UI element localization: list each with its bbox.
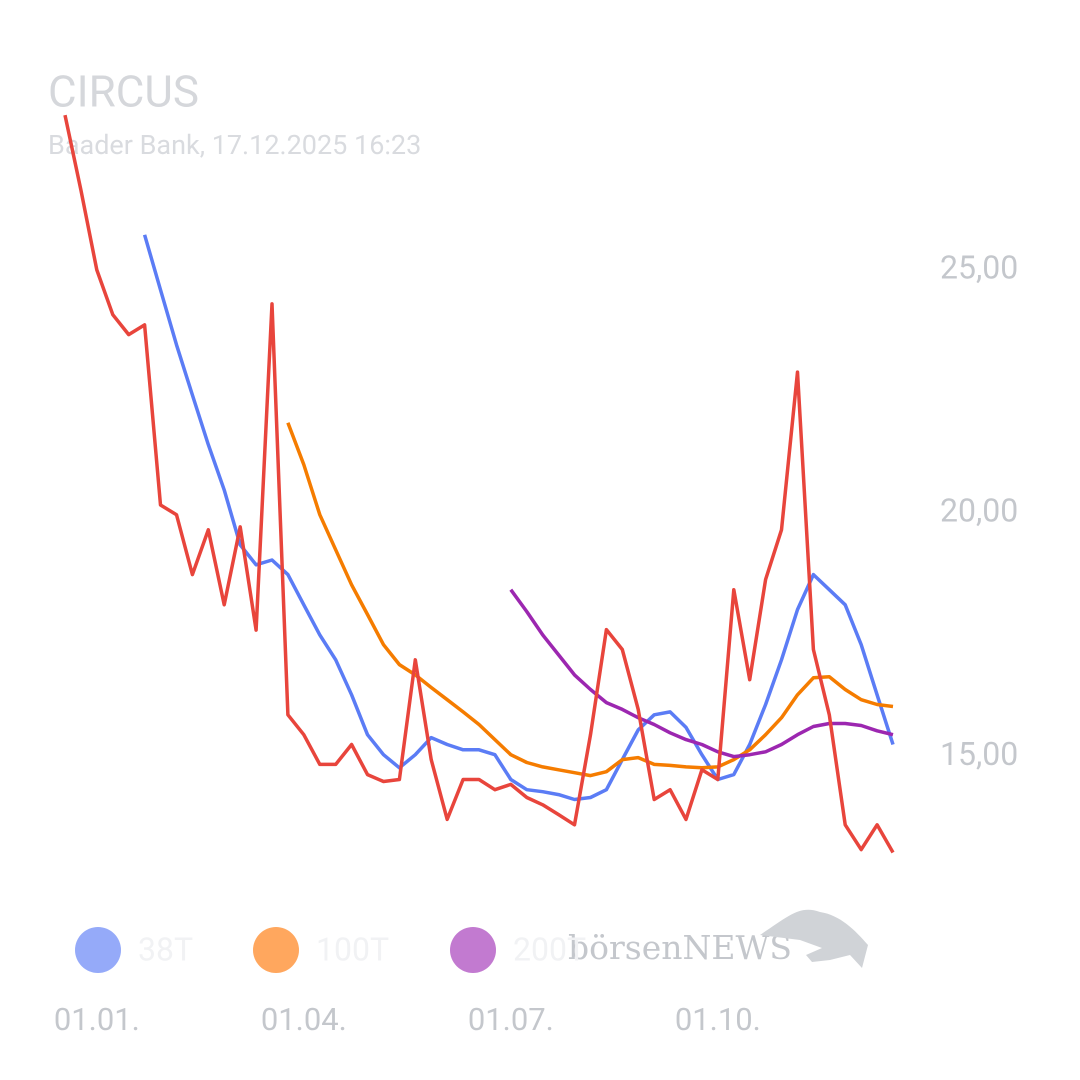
watermark-logo xyxy=(760,909,868,968)
watermark: börsenNEWS xyxy=(568,928,792,967)
x-tick-label: 01.04. xyxy=(261,1001,347,1038)
legend-marker xyxy=(75,927,121,973)
x-tick-label: 01.01. xyxy=(54,1001,140,1038)
legend-label: 38T xyxy=(138,930,193,968)
legend-marker xyxy=(450,927,496,973)
price-line xyxy=(286,422,894,778)
legend-label: 200T xyxy=(513,930,586,968)
price-line xyxy=(63,114,895,854)
y-tick-label: 15,00 xyxy=(940,735,1018,773)
price-line xyxy=(142,234,895,802)
y-tick-label: 20,00 xyxy=(940,492,1018,530)
chart-subtitle: Baader Bank, 17.12.2025 16:23 xyxy=(48,129,421,161)
price-line xyxy=(509,588,894,759)
legend-marker xyxy=(253,927,299,973)
y-tick-label: 25,00 xyxy=(940,248,1018,286)
x-tick-label: 01.07. xyxy=(468,1001,554,1038)
chart-title: CIRCUS xyxy=(48,66,199,118)
legend-label: 100T xyxy=(316,930,389,968)
x-tick-label: 01.10. xyxy=(675,1001,761,1038)
